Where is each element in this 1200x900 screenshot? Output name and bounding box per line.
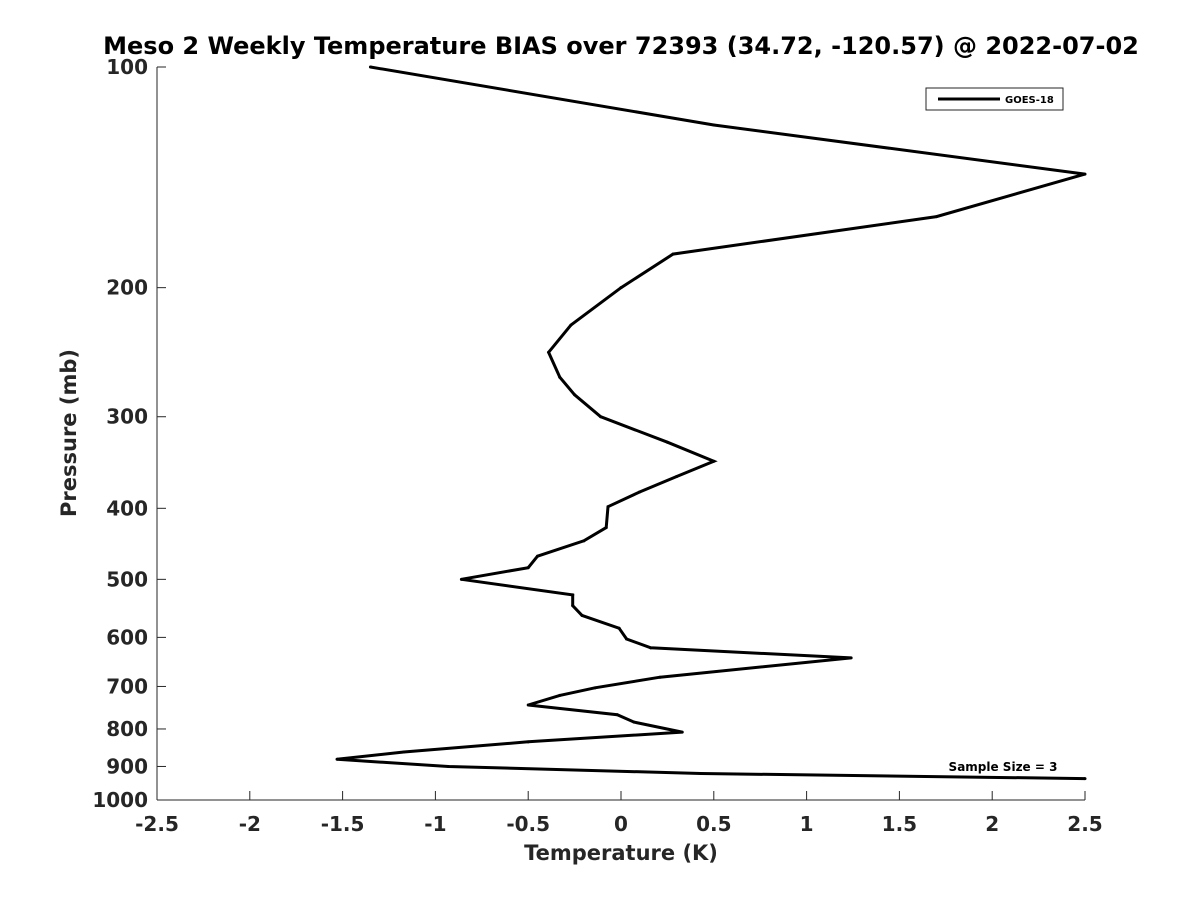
data-point bbox=[606, 505, 610, 509]
data-point bbox=[712, 459, 716, 463]
y-tick-label: 300 bbox=[106, 405, 148, 429]
data-point bbox=[368, 65, 372, 69]
data-point bbox=[617, 626, 621, 630]
data-point bbox=[649, 646, 653, 650]
y-tick-label: 700 bbox=[106, 674, 148, 698]
data-point bbox=[558, 375, 562, 379]
data-point bbox=[573, 393, 577, 397]
chart-title: Meso 2 Weekly Temperature BIAS over 7239… bbox=[103, 32, 1139, 60]
y-tick-label: 600 bbox=[106, 625, 148, 649]
data-point bbox=[558, 693, 562, 697]
data-point bbox=[619, 286, 623, 290]
x-tick-label: -1 bbox=[424, 812, 446, 836]
y-tick-label: 900 bbox=[106, 754, 148, 778]
x-tick-label: -2 bbox=[239, 812, 261, 836]
y-tick-label: 1000 bbox=[92, 788, 148, 812]
data-point bbox=[1083, 172, 1087, 176]
data-point bbox=[675, 475, 679, 479]
data-point bbox=[625, 637, 629, 641]
data-point bbox=[526, 566, 530, 570]
x-axis-label: Temperature (K) bbox=[524, 841, 718, 865]
series-layer bbox=[335, 65, 1087, 781]
x-ticks: -2.5 -2 -1.5 -1 -0.5 0 0.5 1 1.5 2 2.5 bbox=[135, 791, 1103, 836]
data-point bbox=[658, 675, 662, 679]
y-axis-label: Pressure (mb) bbox=[57, 349, 81, 517]
axes bbox=[156, 67, 1085, 801]
x-tick-label: 0.5 bbox=[696, 812, 731, 836]
data-point bbox=[582, 539, 586, 543]
data-point bbox=[671, 252, 675, 256]
data-point bbox=[526, 703, 530, 707]
data-point bbox=[632, 720, 636, 724]
x-tick-label: 0 bbox=[614, 812, 628, 836]
data-point bbox=[459, 577, 463, 581]
data-point bbox=[535, 554, 539, 558]
data-point bbox=[935, 215, 939, 219]
data-point bbox=[604, 526, 608, 530]
x-tick-label: 1 bbox=[800, 812, 814, 836]
data-point bbox=[526, 740, 530, 744]
x-tick-label: 1.5 bbox=[882, 812, 917, 836]
data-point bbox=[599, 415, 603, 419]
data-point bbox=[593, 686, 597, 690]
data-point bbox=[571, 604, 575, 608]
data-point bbox=[571, 593, 575, 597]
y-tick-label: 400 bbox=[106, 496, 148, 520]
data-point bbox=[712, 123, 716, 127]
legend[interactable]: GOES-18 bbox=[925, 87, 1064, 111]
data-point bbox=[849, 656, 853, 660]
data-point bbox=[335, 757, 339, 761]
data-point bbox=[615, 713, 619, 717]
data-point bbox=[580, 613, 584, 617]
data-point bbox=[547, 350, 551, 354]
series-line-goes-18 bbox=[336, 65, 1086, 781]
y-tick-label: 500 bbox=[106, 567, 148, 591]
x-tick-label: -1.5 bbox=[321, 812, 365, 836]
data-point bbox=[1083, 777, 1087, 781]
data-point bbox=[638, 490, 642, 494]
y-tick-label: 100 bbox=[106, 55, 148, 79]
y-ticks: 100 200 300 400 500 600 700 800 900 1000 bbox=[92, 55, 166, 812]
data-point bbox=[665, 440, 669, 444]
x-tick-label: -2.5 bbox=[135, 812, 179, 836]
x-tick-label: -0.5 bbox=[506, 812, 550, 836]
x-tick-label: 2 bbox=[985, 812, 999, 836]
sample-size-annotation: Sample Size = 3 bbox=[949, 760, 1058, 774]
data-point bbox=[569, 323, 573, 327]
x-tick-label: 2.5 bbox=[1067, 812, 1102, 836]
y-tick-label: 800 bbox=[106, 717, 148, 741]
legend-label-goes-18: GOES-18 bbox=[1005, 95, 1054, 106]
data-point bbox=[446, 764, 450, 768]
data-point bbox=[680, 730, 684, 734]
y-tick-label: 200 bbox=[106, 276, 148, 300]
data-point bbox=[699, 771, 703, 775]
data-point bbox=[402, 750, 406, 754]
